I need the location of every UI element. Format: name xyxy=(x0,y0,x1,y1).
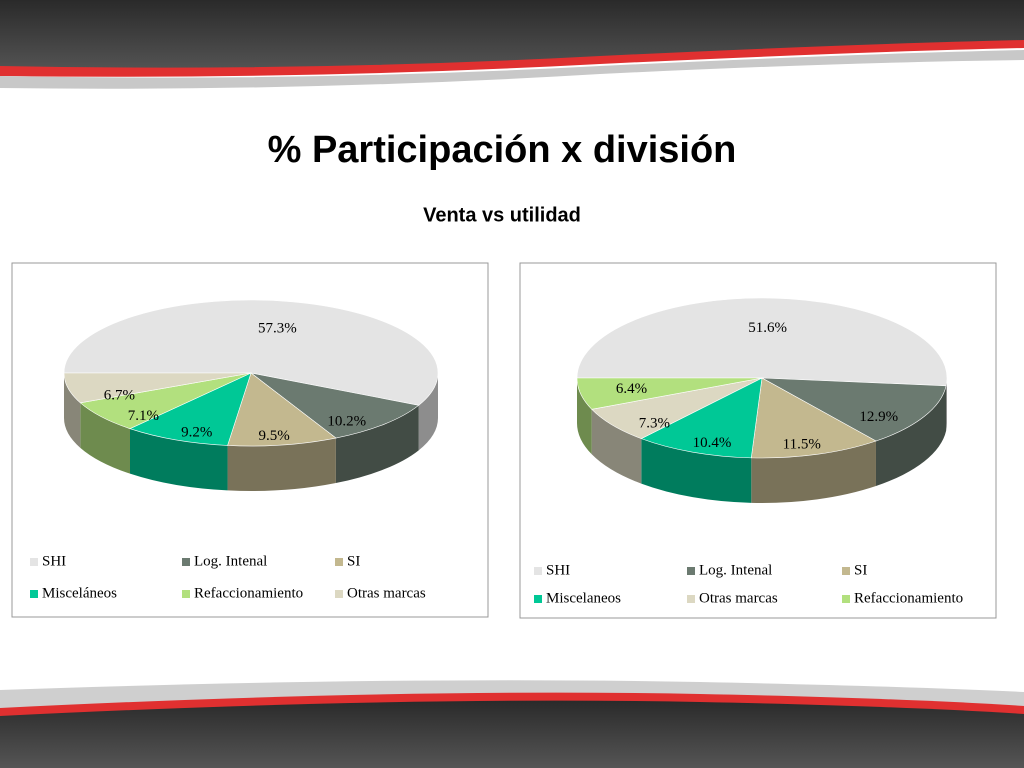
slice-side xyxy=(64,373,81,448)
legend-label: SI xyxy=(854,562,867,578)
slice-side xyxy=(946,378,947,431)
legend-label: SHI xyxy=(42,553,66,569)
data-label: 10.2% xyxy=(327,413,366,429)
legend-label: Refaccionamiento xyxy=(194,585,303,601)
slice-side xyxy=(577,378,592,455)
top-banner xyxy=(0,0,1024,89)
legend-label: Otras marcas xyxy=(699,590,778,606)
legend-swatch xyxy=(534,567,542,575)
pie-slice xyxy=(129,372,252,446)
legend-swatch xyxy=(335,590,343,598)
legend-label: SI xyxy=(347,553,360,569)
slice-side xyxy=(875,385,947,487)
legend-swatch xyxy=(335,558,343,566)
data-label: 57.3% xyxy=(258,320,297,336)
legend-label: Refaccionamiento xyxy=(854,590,963,606)
data-label: 9.2% xyxy=(181,425,212,441)
legend-label: Log. Intenal xyxy=(194,553,267,569)
pie-slice xyxy=(640,377,763,459)
data-label: 10.4% xyxy=(693,435,732,451)
pie-slice xyxy=(750,377,877,459)
pie-slice xyxy=(761,377,947,442)
slice-side xyxy=(80,402,131,474)
slice-side xyxy=(591,409,642,484)
slice-side xyxy=(418,373,438,451)
legend-swatch xyxy=(30,558,38,566)
data-label: 6.4% xyxy=(616,381,647,397)
legend-swatch xyxy=(842,595,850,603)
data-label: 11.5% xyxy=(783,436,821,452)
legend-swatch xyxy=(687,595,695,603)
legend-label: Miscelaneos xyxy=(546,590,621,606)
data-label: 9.5% xyxy=(259,428,290,444)
data-label: 51.6% xyxy=(748,320,787,336)
legend-swatch xyxy=(182,590,190,598)
pie xyxy=(63,299,439,492)
pie-slice xyxy=(63,372,252,404)
slide-subtitle: Venta vs utilidad xyxy=(423,204,581,226)
slice-side xyxy=(130,428,228,491)
data-label: 7.1% xyxy=(128,408,159,424)
slice-side xyxy=(751,441,876,504)
data-label: 6.7% xyxy=(104,387,135,403)
slice-side xyxy=(641,438,752,503)
pie-slice xyxy=(250,372,420,439)
pie-slice xyxy=(576,377,763,410)
legend-swatch xyxy=(182,558,190,566)
legend-swatch xyxy=(30,590,38,598)
pie-slice xyxy=(63,299,439,406)
slide-title: % Participación x división xyxy=(268,129,737,171)
slice-side xyxy=(227,438,336,492)
data-label: 12.9% xyxy=(859,409,898,425)
legend-label: Log. Intenal xyxy=(699,562,772,578)
pie-slice xyxy=(576,297,948,387)
legend-label: Misceláneos xyxy=(42,585,117,601)
slice-side xyxy=(335,405,419,484)
legend-swatch xyxy=(687,567,695,575)
legend-swatch xyxy=(842,567,850,575)
legend-label: Otras marcas xyxy=(347,585,426,601)
data-label: 7.3% xyxy=(639,415,670,431)
pie xyxy=(576,297,948,504)
bottom-banner xyxy=(0,680,1024,768)
pie-slice xyxy=(227,372,337,447)
legend-swatch xyxy=(534,595,542,603)
legend-label: SHI xyxy=(546,562,570,578)
